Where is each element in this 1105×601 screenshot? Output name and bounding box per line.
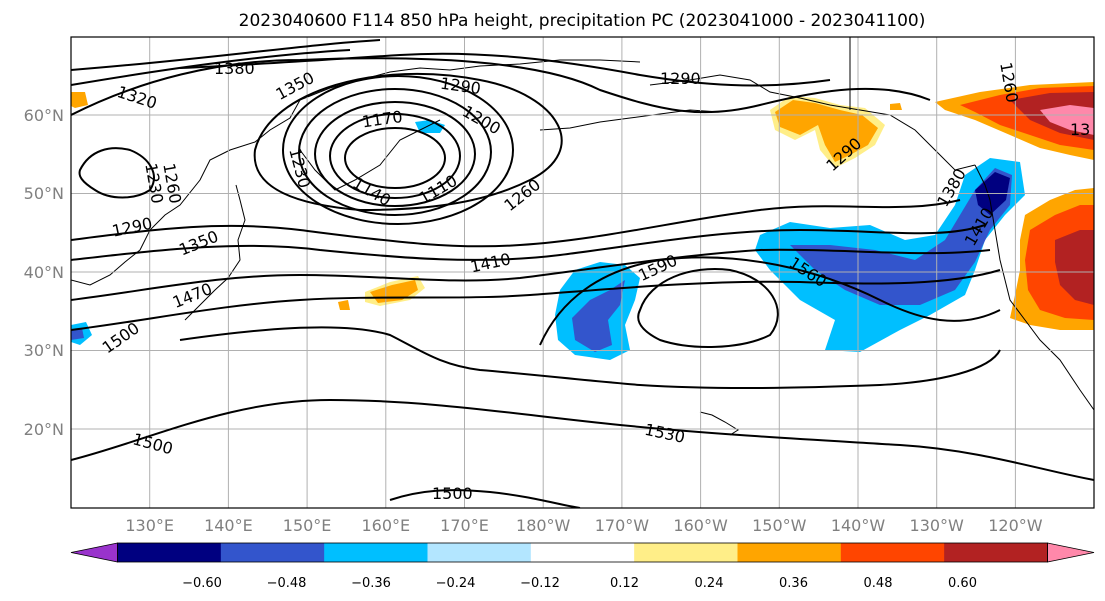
lon-tick: 160°W — [673, 516, 728, 535]
colorbar-segment — [530, 543, 635, 562]
contour-west-loop — [78, 147, 155, 199]
colorbar-segment — [117, 543, 222, 562]
colorbar-segment — [427, 543, 532, 562]
precip-area-northeast-pacific-core — [790, 168, 1012, 305]
colorbar-extend-high — [1047, 542, 1095, 563]
lon-tick: 160°E — [361, 516, 410, 535]
lon-tick: 140°E — [204, 516, 253, 535]
contour-label: 1290 — [660, 69, 701, 88]
colorbar-tick: −0.60 — [182, 576, 222, 591]
coast-asia — [71, 59, 641, 286]
contour-1320 — [71, 49, 351, 86]
precip-area-west-pacific-small — [338, 300, 350, 310]
contour-label: 13 — [1070, 120, 1090, 139]
colorbar-tick: −0.48 — [267, 576, 307, 591]
lon-tick: 140°W — [831, 516, 886, 535]
contour-label: 1500 — [432, 484, 473, 503]
lat-tick: 50°N — [24, 184, 64, 203]
contour-1590 — [637, 268, 779, 348]
contour-1410 — [71, 199, 961, 248]
contour-1560 — [539, 256, 1001, 346]
colorbar-tick: −0.24 — [436, 576, 476, 591]
latitude-ticks: 60°N 50°N 40°N 30°N 20°N — [24, 106, 64, 439]
lat-tick: 20°N — [24, 420, 64, 439]
lat-tick: 30°N — [24, 341, 64, 360]
contour-low-1230 — [282, 75, 514, 225]
map-frame — [70, 36, 1095, 509]
precip-area-central-pacific-core — [572, 280, 625, 352]
colorbar-tick: −0.36 — [351, 576, 391, 591]
lon-tick: 130°W — [910, 516, 965, 535]
graticule — [71, 37, 1094, 508]
lat-tick: 40°N — [24, 263, 64, 282]
colorbar-tick: 0.24 — [695, 576, 724, 591]
contour-1260 — [253, 72, 563, 212]
colorbar-tick: 0.48 — [864, 576, 893, 591]
contour-low-1200 — [298, 88, 492, 216]
contour-1440 — [71, 224, 986, 261]
colorbar-segment — [324, 543, 428, 562]
contour-1500-bottom — [389, 489, 581, 508]
coast-aleutians — [539, 109, 721, 131]
colorbar-segment — [944, 543, 1048, 562]
colorbar-segment — [634, 543, 738, 562]
contour-1350 — [71, 39, 381, 71]
contour-label: 1380 — [214, 59, 255, 78]
precip-area-asia-west — [71, 92, 88, 108]
contour-low-1170 — [314, 101, 476, 207]
colorbar — [70, 542, 1095, 563]
lon-tick: 150°E — [283, 516, 332, 535]
colorbar-segment — [220, 543, 325, 562]
precip-area-us-west-core — [1055, 230, 1094, 305]
coastlines — [71, 37, 1094, 436]
contour-1500-south — [71, 398, 1094, 481]
contour-low-1110 — [344, 127, 446, 189]
lon-tick: 170°E — [440, 516, 489, 535]
height-contours — [71, 39, 1094, 508]
colorbar-extend-low — [70, 542, 118, 563]
precip-area-japan-south-core — [71, 328, 84, 340]
colorbar-frame — [117, 542, 1048, 563]
colorbar-segment — [737, 543, 842, 562]
lon-tick: 130°E — [125, 516, 174, 535]
contour-low-1140 — [329, 113, 461, 199]
contour-1470 — [71, 248, 991, 301]
coast-alaska — [649, 74, 976, 171]
coast-hawaii — [699, 411, 739, 436]
contour-1380 — [179, 52, 831, 87]
longitude-ticks: 130°E 140°E 150°E 160°E 170°E 180°W 170°… — [125, 516, 1042, 535]
lat-tick: 60°N — [24, 106, 64, 125]
lon-tick: 180°W — [516, 516, 571, 535]
contour-1530 — [179, 326, 1001, 390]
lon-tick: 150°W — [752, 516, 807, 535]
colorbar-ticks: −0.60 −0.48 −0.36 −0.24 −0.12 0.12 0.24 … — [182, 576, 977, 591]
map-area: 1380 1350 1320 1290 1260 1230 1350 1470 … — [71, 37, 1094, 508]
coast-north-america — [974, 164, 1094, 411]
lon-tick: 120°W — [988, 516, 1043, 535]
colorbar-tick: 0.36 — [779, 576, 808, 591]
lon-tick: 170°W — [595, 516, 650, 535]
colorbar-segment — [840, 543, 945, 562]
colorbar-tick: 0.12 — [610, 576, 639, 591]
precip-area-northwest-canada-max — [1040, 105, 1094, 135]
precip-negative-areas — [71, 120, 1025, 360]
precip-area-alaska-small — [890, 103, 902, 110]
map-title: 2023040600 F114 850 hPa height, precipit… — [239, 11, 926, 31]
colorbar-tick: −0.12 — [520, 576, 560, 591]
contour-1500-north — [71, 269, 1001, 331]
colorbar-tick: 0.60 — [948, 576, 977, 591]
coast-japan — [184, 184, 246, 321]
